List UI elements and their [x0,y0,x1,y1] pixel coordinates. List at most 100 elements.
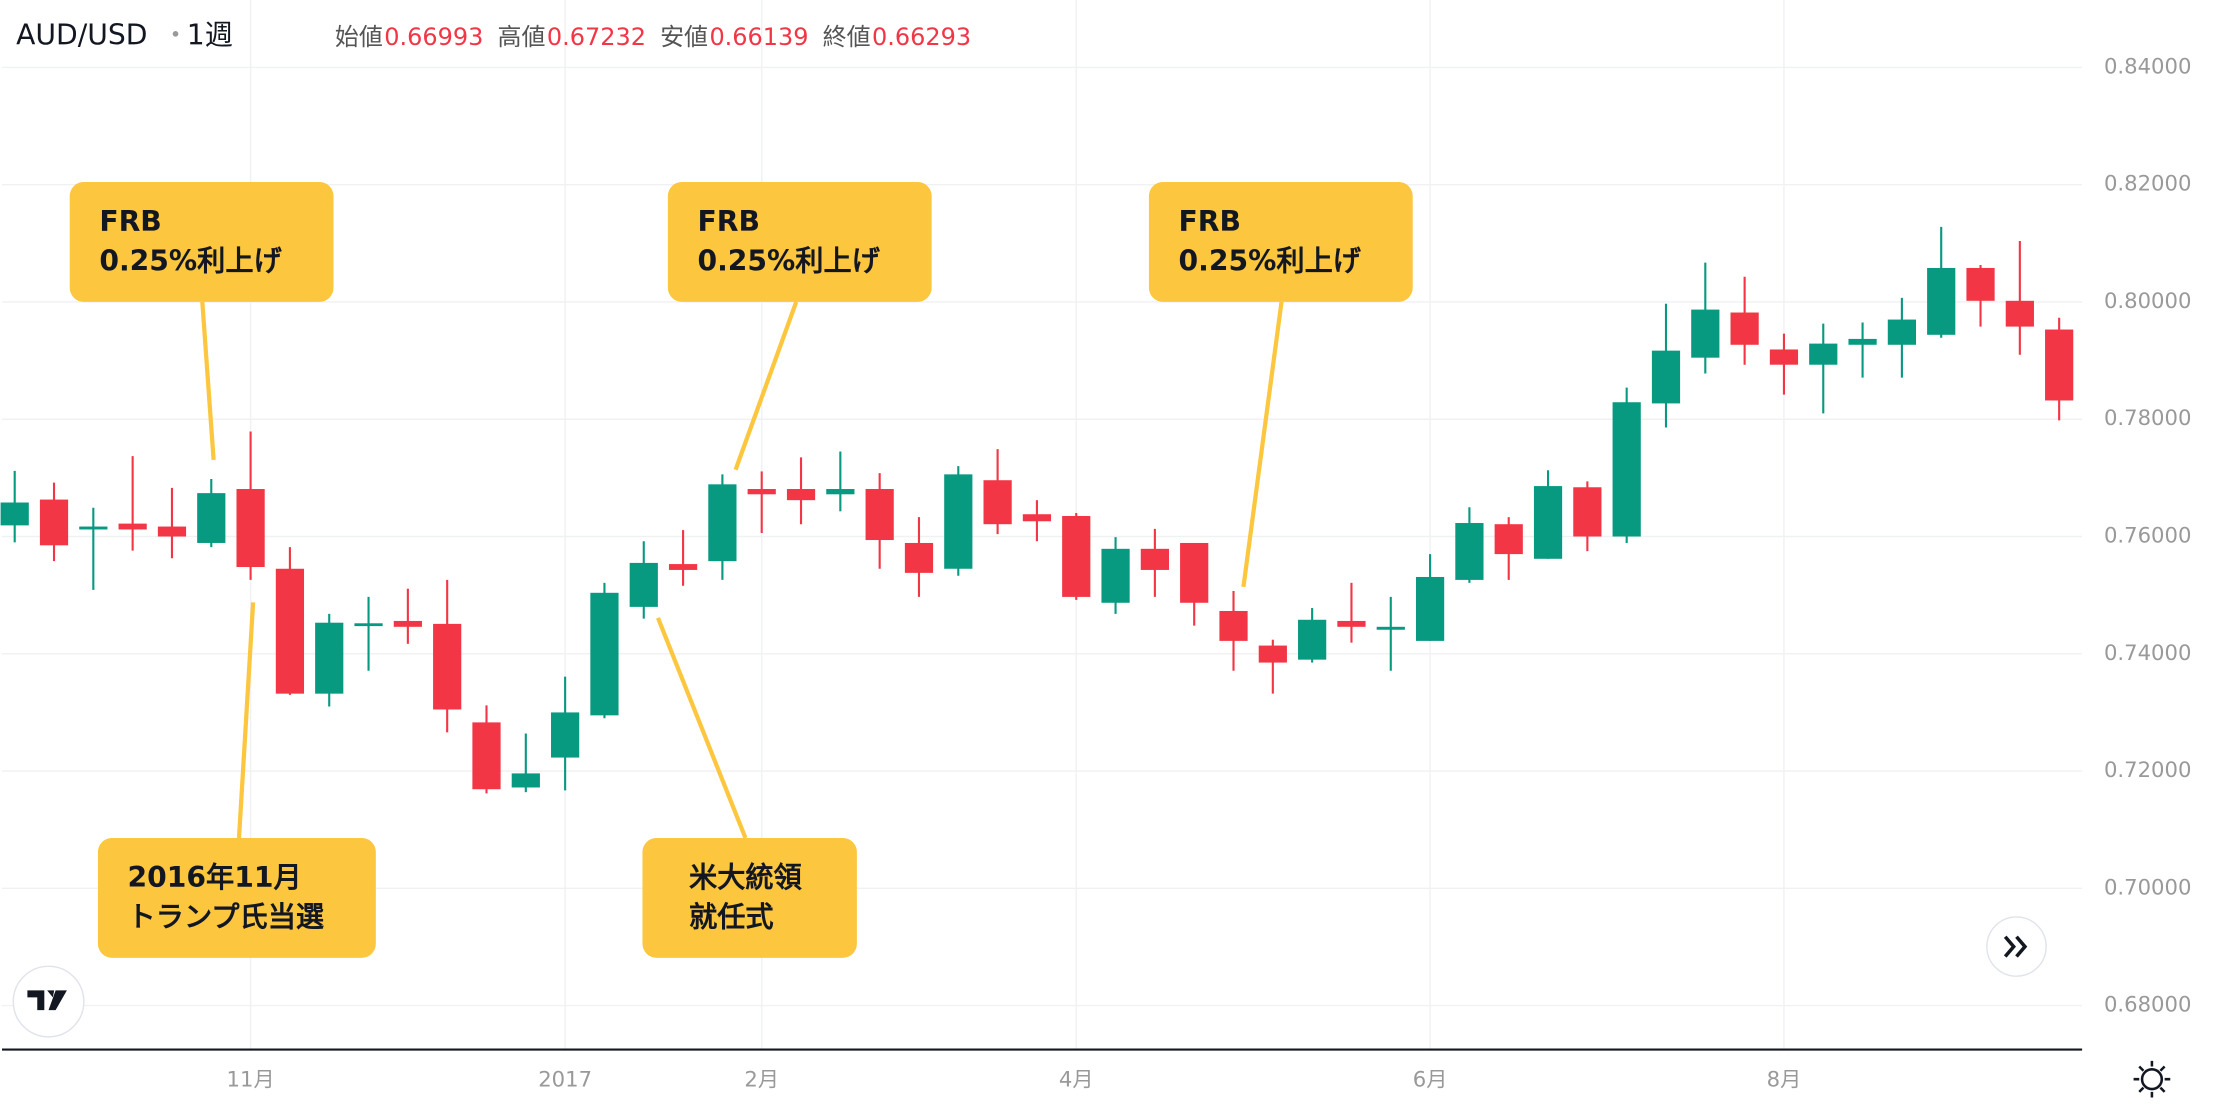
candle-body [511,773,540,788]
annotation-leader [236,602,256,839]
symbol: AUD/USD [16,19,147,52]
candle-body [551,712,580,758]
candle-body [197,493,226,543]
grid: 0.68000 0.70000 0.72000 0.74000 0.76000 0.780… [2,0,2191,1092]
x-tick-label: 6月 [1413,1067,1448,1092]
candle-body [1180,542,1209,603]
y-tick-label: 0.74000 [2104,640,2191,665]
x-tick-label: 11月 [227,1067,275,1092]
x-tick-label: 2月 [744,1067,779,1092]
candle-body [1533,486,1563,559]
y-tick-label: 0.82000 [2104,171,2191,196]
y-tick-label: 0.76000 [2104,523,2191,548]
candle-body [1651,350,1681,404]
candle-body [393,620,422,627]
candle-body [1062,515,1091,597]
candle-body [826,489,855,495]
candle-body [786,489,816,501]
candle-body [2005,300,2034,327]
x-tick-label: 8月 [1767,1067,1802,1092]
candle-body [1887,319,1917,345]
candle-body [747,489,776,495]
candle-body [1769,349,1799,365]
ohlc-value: 0.66139 [709,23,808,51]
candle-body [118,523,147,530]
candle-body [472,722,501,790]
candle-body [1809,343,1838,365]
logo-mark [27,990,67,1011]
candle-body [1219,610,1248,641]
annotation-text: 0.25%利上げ [99,244,282,277]
ohlc-value: 0.67232 [547,23,646,51]
annotations: FRB 0.25%利上げ FRB 0.25%利上げ FRB 0.25%利上げ 2016年11… [69,181,1413,958]
y-tick-label: 0.80000 [2104,288,2191,313]
candle-body [944,474,973,569]
candle-body [1101,548,1130,603]
candle-body [0,502,29,526]
candle-body [1258,645,1287,663]
scroll-button[interactable] [1986,916,2047,977]
ohlc-label: 高値 [498,23,546,51]
candles [0,226,2074,794]
candle-body [590,592,619,716]
annotation-text: FRB [99,205,161,238]
annotation-box [97,837,376,958]
candle-body [1494,524,1523,555]
separator-dot [172,31,179,37]
candle-body [904,542,934,573]
candle-body [1298,619,1327,660]
candle-body [1376,626,1405,630]
candle-body [1573,487,1602,537]
ohlc-label: 安値 [660,23,708,51]
candle-body [1140,548,1169,570]
candle-body [1927,267,1956,335]
scroll-button-circle[interactable] [1986,916,2047,977]
scroll-arrows [2003,935,2028,958]
annotation-text: 0.25%利上げ [1179,244,1362,277]
candle-body [1848,338,1877,345]
candle-body [708,484,737,562]
candle-body [39,499,69,546]
logo [12,965,85,1038]
ohlc-label: 始値 [335,23,383,51]
candle-body [1691,309,1720,358]
x-tick-label: 4月 [1059,1067,1094,1092]
candle-body [865,489,894,541]
ohlc-label: 終値 [823,23,871,51]
candle-body [1415,576,1445,641]
candle-body [79,526,108,530]
annotation-box [69,181,334,302]
candle-body [1337,620,1366,627]
annotation-text: 0.25%利上げ [697,244,880,277]
candle-body [1022,514,1052,522]
candle-body [157,526,187,537]
interval: 1週 [187,19,233,52]
settings-icon[interactable] [2133,1060,2171,1098]
candle-body [668,564,698,570]
y-tick-label: 0.68000 [2104,992,2191,1017]
candle-body [275,568,305,694]
annotation-text: 2016年11月 [128,861,302,894]
annotation-text: FRB [697,205,759,238]
y-tick-label: 0.72000 [2104,757,2191,782]
annotation-leader [200,301,216,461]
ohlc-value: 0.66993 [384,23,483,51]
annotation-text: FRB [1179,205,1241,238]
candle-body [433,623,462,710]
y-tick-label: 0.84000 [2104,53,2191,78]
x-tick-label: 2017 [538,1067,592,1092]
annotation-text: 就任式 [689,900,774,933]
annotation-leader [1241,301,1284,588]
y-tick-label: 0.70000 [2104,874,2191,899]
annotation-box [642,837,857,958]
candle-body [1612,402,1641,537]
annotation-text: トランプ氏当選 [128,900,325,933]
settings-circle[interactable] [2140,1068,2164,1091]
candle-body [1455,523,1484,580]
annotation-leader [733,301,799,471]
annotation-box [667,181,932,302]
y-tick-label: 0.78000 [2104,405,2191,430]
candle-body [315,622,344,694]
settings-rays [2133,1060,2171,1098]
